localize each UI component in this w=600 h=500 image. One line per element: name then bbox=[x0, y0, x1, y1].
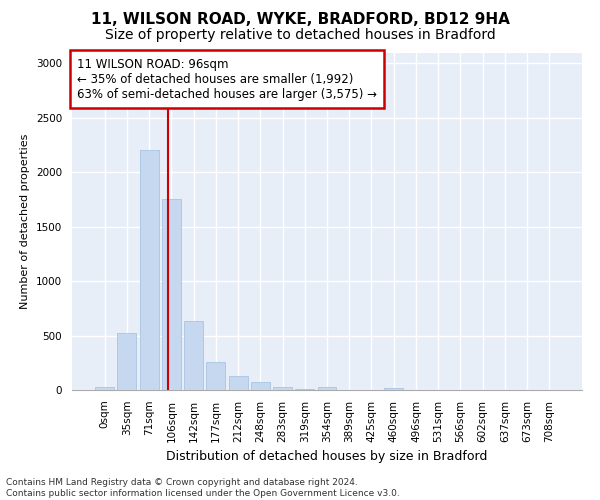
Bar bbox=[273, 386, 292, 390]
Text: 11 WILSON ROAD: 96sqm
← 35% of detached houses are smaller (1,992)
63% of semi-d: 11 WILSON ROAD: 96sqm ← 35% of detached … bbox=[77, 58, 377, 100]
Bar bbox=[206, 362, 225, 390]
Bar bbox=[317, 386, 337, 390]
Bar bbox=[162, 200, 181, 390]
Bar bbox=[140, 150, 158, 390]
Text: Contains HM Land Registry data © Crown copyright and database right 2024.
Contai: Contains HM Land Registry data © Crown c… bbox=[6, 478, 400, 498]
Text: Size of property relative to detached houses in Bradford: Size of property relative to detached ho… bbox=[104, 28, 496, 42]
Bar bbox=[229, 376, 248, 390]
Text: 11, WILSON ROAD, WYKE, BRADFORD, BD12 9HA: 11, WILSON ROAD, WYKE, BRADFORD, BD12 9H… bbox=[91, 12, 509, 28]
Bar bbox=[384, 388, 403, 390]
Bar bbox=[95, 388, 114, 390]
Bar bbox=[295, 389, 314, 390]
Bar bbox=[118, 334, 136, 390]
X-axis label: Distribution of detached houses by size in Bradford: Distribution of detached houses by size … bbox=[166, 450, 488, 463]
Bar bbox=[251, 382, 270, 390]
Y-axis label: Number of detached properties: Number of detached properties bbox=[20, 134, 31, 309]
Bar bbox=[184, 321, 203, 390]
